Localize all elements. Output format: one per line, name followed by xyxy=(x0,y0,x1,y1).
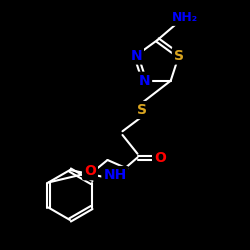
Text: O: O xyxy=(154,150,166,164)
Text: NH₂: NH₂ xyxy=(172,11,198,24)
Text: NH: NH xyxy=(104,168,126,182)
Text: O: O xyxy=(84,164,96,178)
Text: S: S xyxy=(174,48,184,62)
Text: S: S xyxy=(138,103,147,117)
Text: N: N xyxy=(130,48,142,62)
Text: N: N xyxy=(138,74,150,88)
